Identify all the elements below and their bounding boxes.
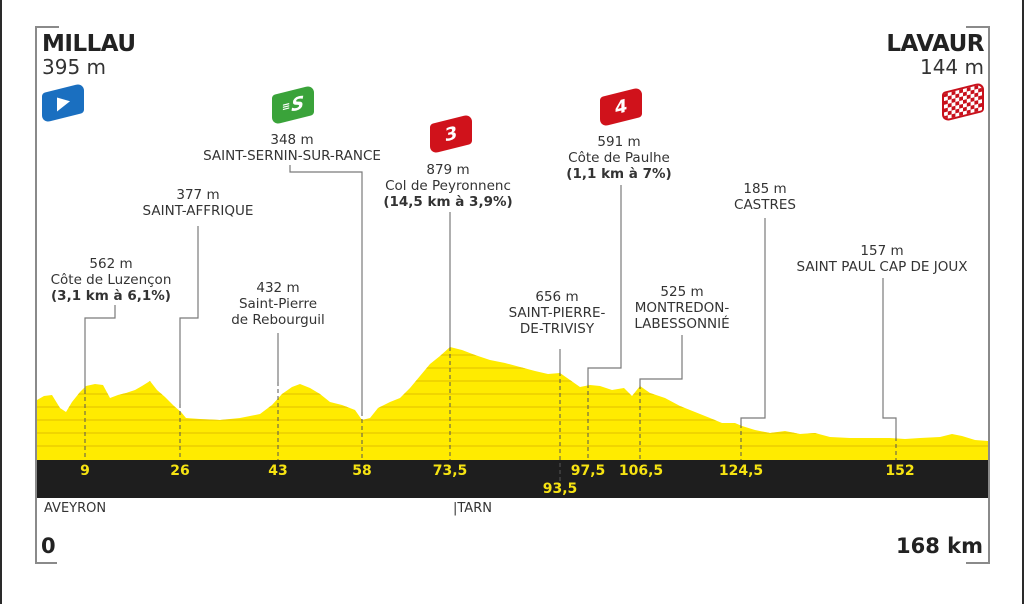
waypoint-name: Col de Peyronnenc <box>385 178 511 194</box>
km-label: 106,5 <box>618 463 664 479</box>
km-label: 93,5 <box>542 481 578 497</box>
waypoint-name: SAINT-PIERRE- <box>508 305 606 321</box>
leader-lines <box>84 165 897 437</box>
waypoint-altitude: 348 m <box>270 132 314 148</box>
waypoint-altitude: 525 m <box>660 284 704 300</box>
waypoint-saint-paul-cap-de-joux: 157 m SAINT PAUL CAP DE JOUX <box>797 243 968 275</box>
finish-flag <box>942 81 984 123</box>
waypoint-col-de-peyronnenc: 879 m Col de Peyronnenc (14,5 km à 3,9%) <box>383 162 512 210</box>
region-tarn: |TARN <box>453 501 492 516</box>
km-label: 43 <box>268 463 288 479</box>
km-label: 152 <box>885 463 915 479</box>
waypoint-altitude: 879 m <box>426 162 470 178</box>
region-aveyron: AVEYRON <box>44 501 107 516</box>
waypoint-name: SAINT-AFFRIQUE <box>142 203 254 219</box>
frame-right-border <box>1022 0 1024 604</box>
km-label: 124,5 <box>718 463 764 479</box>
waypoint-saint-affrique: 377 m SAINT-AFFRIQUE <box>143 187 254 219</box>
waypoint-altitude: 157 m <box>860 243 904 259</box>
waypoint-name-line2: DE-TRIVISY <box>519 321 595 337</box>
waypoint-saint-pierre-de-trivisy: 656 m SAINT-PIERRE- DE-TRIVISY <box>509 289 606 337</box>
start-bracket-foot <box>35 562 57 564</box>
waypoint-cote-de-paulhe: 591 m Côte de Paulhe (1,1 km à 7%) <box>566 134 671 182</box>
start-km: 0 <box>41 534 56 558</box>
waypoint-saint-pierre-de-rebourguil: 432 m Saint-Pierre de Rebourguil <box>231 280 325 328</box>
waypoint-saint-sernin: 348 m SAINT-SERNIN-SUR-RANCE <box>203 132 381 164</box>
finish-bracket-foot <box>966 562 988 564</box>
finish-km: 168 km <box>896 534 983 558</box>
waypoint-altitude: 185 m <box>743 181 787 197</box>
km-label: 97,5 <box>570 463 606 479</box>
km-label: 73,5 <box>432 463 468 479</box>
checkered-flag-icon <box>944 83 982 121</box>
km-label: 58 <box>352 463 372 479</box>
finish-altitude: 144 m <box>919 55 984 79</box>
start-city: MILLAU <box>42 31 136 57</box>
climb-detail: (14,5 km à 3,9%) <box>383 194 513 210</box>
waypoint-name: MONTREDON- <box>634 300 730 316</box>
waypoint-altitude: 591 m <box>597 134 641 150</box>
frame-left-border <box>0 0 2 604</box>
waypoint-name-line2: LABESSONNIÉ <box>634 316 730 332</box>
waypoint-name: SAINT PAUL CAP DE JOUX <box>796 259 968 275</box>
waypoint-altitude: 432 m <box>256 280 300 296</box>
waypoint-montredon: 525 m MONTREDON- LABESSONNIÉ <box>634 284 729 332</box>
waypoint-altitude: 562 m <box>89 256 133 272</box>
km-label: 9 <box>80 463 90 479</box>
waypoint-altitude: 377 m <box>176 187 220 203</box>
waypoint-castres: 185 m CASTRES <box>734 181 796 213</box>
km-dashed-markers <box>84 347 897 484</box>
climb-detail: (3,1 km à 6,1%) <box>51 288 171 304</box>
waypoint-name-line2: de Rebourguil <box>231 312 325 328</box>
play-icon <box>57 97 70 112</box>
waypoint-name: Côte de Luzençon <box>50 272 172 288</box>
km-axis-band <box>37 460 988 498</box>
finish-city: LAVAUR <box>886 31 984 57</box>
waypoint-name: Côte de Paulhe <box>568 150 670 166</box>
start-bracket <box>35 26 59 564</box>
waypoint-altitude: 656 m <box>535 289 579 305</box>
waypoint-name: CASTRES <box>734 197 796 213</box>
start-altitude: 395 m <box>42 55 107 79</box>
waypoint-luzencon: 562 m Côte de Luzençon (3,1 km à 6,1%) <box>51 256 172 304</box>
km-label: 26 <box>170 463 190 479</box>
finish-bracket <box>966 26 990 564</box>
waypoint-name: Saint-Pierre <box>238 296 318 312</box>
waypoint-name: SAINT-SERNIN-SUR-RANCE <box>203 148 381 164</box>
start-flag <box>42 82 84 124</box>
climb-detail: (1,1 km à 7%) <box>566 166 672 182</box>
